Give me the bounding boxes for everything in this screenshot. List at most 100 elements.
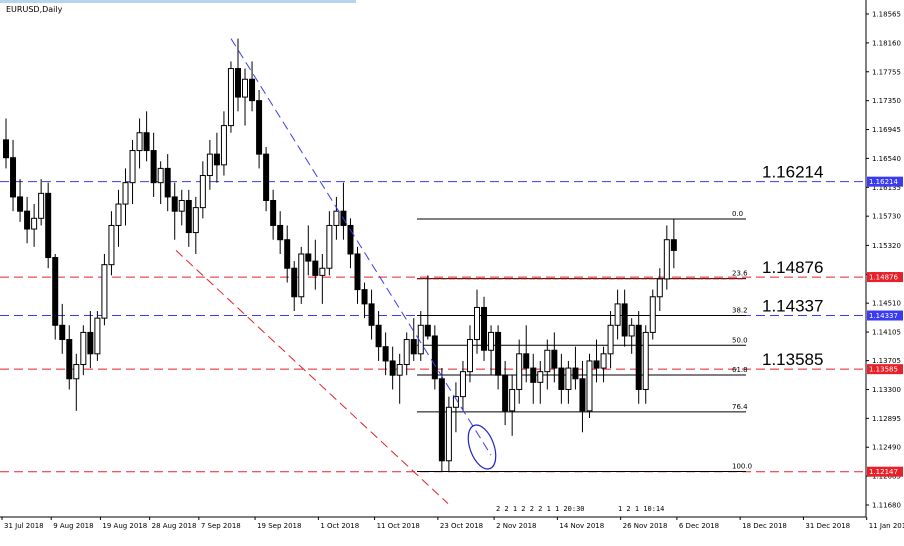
- candle-bear[interactable]: [249, 78, 256, 102]
- candle-bear[interactable]: [635, 324, 642, 390]
- candle-bear[interactable]: [305, 253, 312, 262]
- candle-bear[interactable]: [66, 339, 73, 380]
- candle-bull[interactable]: [466, 339, 473, 373]
- candle-bull[interactable]: [94, 317, 101, 355]
- candle-bear[interactable]: [368, 303, 375, 326]
- red-trendline[interactable]: [175, 250, 449, 504]
- candle-bull[interactable]: [474, 306, 481, 341]
- candle-bull[interactable]: [565, 367, 572, 390]
- candle-bull[interactable]: [488, 331, 495, 351]
- candle-bull[interactable]: [122, 182, 129, 205]
- candle-bull[interactable]: [129, 150, 136, 184]
- candle-bull[interactable]: [656, 278, 663, 298]
- candle-bull[interactable]: [319, 267, 326, 276]
- candle-bull[interactable]: [333, 210, 340, 226]
- candle-bear[interactable]: [213, 153, 220, 166]
- candle-bull[interactable]: [101, 264, 108, 319]
- candle-bull[interactable]: [178, 199, 185, 212]
- price-tag-text: 1.13585: [869, 366, 898, 374]
- candle-bull[interactable]: [417, 324, 424, 355]
- candle-bear[interactable]: [431, 335, 438, 380]
- candle-bear[interactable]: [45, 192, 52, 259]
- candle-bear[interactable]: [185, 199, 192, 234]
- level-label: 1.14337: [762, 297, 823, 316]
- candle-bull[interactable]: [649, 296, 656, 333]
- candle-bull[interactable]: [586, 360, 593, 412]
- candle-bull[interactable]: [31, 217, 38, 230]
- candle-bear[interactable]: [530, 367, 537, 383]
- candle-bull[interactable]: [38, 192, 45, 219]
- candle-bull[interactable]: [220, 125, 227, 166]
- candle-bull[interactable]: [445, 406, 452, 462]
- candle-bull[interactable]: [396, 364, 403, 376]
- candle-bear[interactable]: [143, 132, 150, 152]
- candle-bear[interactable]: [593, 360, 600, 369]
- candle-bear[interactable]: [410, 339, 417, 355]
- candle-bear[interactable]: [284, 239, 291, 269]
- candle-bull[interactable]: [80, 331, 87, 366]
- candle-bull[interactable]: [537, 371, 544, 383]
- candle-bear[interactable]: [424, 324, 431, 337]
- candle-bear[interactable]: [87, 331, 94, 355]
- candle-bull[interactable]: [136, 132, 143, 152]
- candle-bear[interactable]: [558, 367, 565, 390]
- candle-bull[interactable]: [600, 353, 607, 369]
- candle-bull[interactable]: [642, 331, 649, 390]
- candle-bull[interactable]: [459, 371, 466, 398]
- candle-bear[interactable]: [263, 153, 270, 201]
- candle-bear[interactable]: [361, 289, 368, 305]
- candle-bear[interactable]: [3, 139, 9, 159]
- candle-bear[interactable]: [347, 224, 354, 255]
- candle-bear[interactable]: [291, 267, 298, 298]
- candle-bear[interactable]: [389, 360, 396, 376]
- candle-bear[interactable]: [164, 167, 171, 198]
- candle-bear[interactable]: [621, 303, 628, 337]
- candle-bear[interactable]: [256, 100, 263, 155]
- candle-bear[interactable]: [52, 257, 59, 326]
- blue-trendline[interactable]: [230, 38, 492, 456]
- candle-bear[interactable]: [270, 199, 277, 226]
- candle-bear[interactable]: [10, 157, 17, 198]
- candle-bull[interactable]: [199, 175, 206, 209]
- candle-bull[interactable]: [628, 324, 635, 337]
- candle-bull[interactable]: [516, 353, 523, 390]
- candle-bear[interactable]: [551, 349, 558, 369]
- candle-bull[interactable]: [206, 153, 213, 177]
- candle-bear[interactable]: [438, 378, 445, 462]
- candle-bear[interactable]: [670, 239, 677, 251]
- candle-bull[interactable]: [403, 339, 410, 366]
- candle-bull[interactable]: [607, 324, 614, 355]
- candle-bear[interactable]: [572, 367, 579, 380]
- candle-bull[interactable]: [73, 364, 80, 380]
- candle-bear[interactable]: [277, 224, 284, 241]
- candle-bear[interactable]: [495, 331, 502, 376]
- candle-bear[interactable]: [312, 260, 319, 276]
- candle-bull[interactable]: [192, 207, 199, 234]
- candle-bear[interactable]: [234, 68, 241, 98]
- candle-bull[interactable]: [227, 68, 234, 127]
- candle-bull[interactable]: [242, 78, 249, 98]
- candle-bull[interactable]: [298, 253, 305, 298]
- candle-bull[interactable]: [115, 203, 122, 226]
- candle-bear[interactable]: [171, 196, 178, 212]
- candle-bear[interactable]: [375, 324, 382, 348]
- candle-bear[interactable]: [150, 150, 157, 184]
- candle-bull[interactable]: [614, 303, 621, 326]
- price-tag-text: 1.16214: [869, 178, 898, 186]
- candle-bull[interactable]: [326, 224, 333, 269]
- candle-bear[interactable]: [523, 353, 530, 369]
- candle-bull[interactable]: [108, 224, 115, 266]
- candle-bear[interactable]: [502, 374, 509, 412]
- candle-bear[interactable]: [59, 324, 66, 341]
- candle-bear[interactable]: [17, 196, 24, 212]
- candle-bull[interactable]: [509, 388, 516, 412]
- candle-bear[interactable]: [579, 378, 586, 412]
- candle-bear[interactable]: [354, 253, 361, 291]
- candle-bull[interactable]: [663, 239, 670, 280]
- candle-bull[interactable]: [544, 349, 551, 373]
- candle-bear[interactable]: [24, 210, 31, 230]
- candle-bear[interactable]: [382, 346, 389, 362]
- candle-bull[interactable]: [157, 167, 164, 184]
- candle-bear[interactable]: [481, 306, 488, 351]
